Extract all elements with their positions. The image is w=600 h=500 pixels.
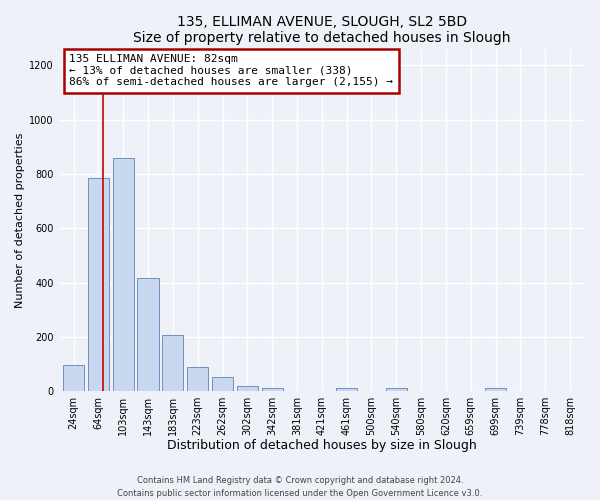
Bar — [113, 158, 134, 391]
Bar — [237, 386, 258, 391]
Bar — [336, 388, 357, 391]
Bar — [163, 336, 184, 391]
Text: Contains HM Land Registry data © Crown copyright and database right 2024.
Contai: Contains HM Land Registry data © Crown c… — [118, 476, 482, 498]
Bar — [212, 377, 233, 391]
Bar — [187, 366, 208, 391]
Bar — [485, 388, 506, 391]
Bar — [88, 178, 109, 391]
X-axis label: Distribution of detached houses by size in Slough: Distribution of detached houses by size … — [167, 440, 477, 452]
Bar — [63, 366, 84, 391]
Y-axis label: Number of detached properties: Number of detached properties — [15, 132, 25, 308]
Title: 135, ELLIMAN AVENUE, SLOUGH, SL2 5BD
Size of property relative to detached house: 135, ELLIMAN AVENUE, SLOUGH, SL2 5BD Siz… — [133, 15, 511, 45]
Text: 135 ELLIMAN AVENUE: 82sqm
← 13% of detached houses are smaller (338)
86% of semi: 135 ELLIMAN AVENUE: 82sqm ← 13% of detac… — [69, 54, 393, 88]
Bar — [386, 388, 407, 391]
Bar — [137, 278, 158, 391]
Bar — [262, 388, 283, 391]
